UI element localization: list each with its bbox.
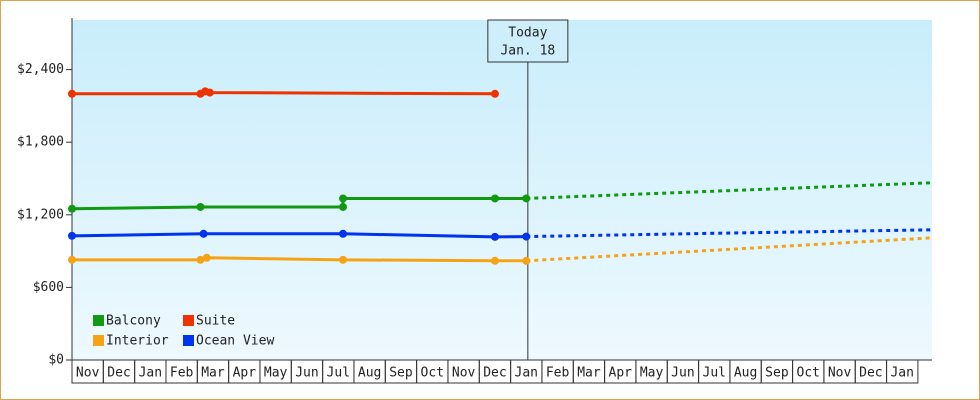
point bbox=[522, 256, 531, 265]
x-tick-label: Mar bbox=[577, 366, 601, 381]
x-tick-label: Dec bbox=[859, 366, 882, 381]
series-line bbox=[71, 196, 527, 211]
x-tick-label: Feb bbox=[546, 366, 570, 381]
x-tick-label: Mar bbox=[201, 366, 225, 381]
today-label: Today bbox=[508, 26, 547, 41]
y-tick-label: $1,200 bbox=[17, 207, 64, 222]
legend-label: Suite bbox=[196, 314, 235, 329]
x-tick-label: Feb bbox=[170, 366, 194, 381]
x-tick-label: Jul bbox=[327, 366, 350, 381]
point bbox=[490, 256, 499, 265]
y-tick-label: $0 bbox=[48, 353, 64, 368]
x-tick-label: Nov bbox=[828, 366, 852, 381]
today-box bbox=[487, 19, 569, 63]
x-tick-label: Aug bbox=[358, 366, 381, 381]
legend-label: Ocean View bbox=[196, 334, 274, 349]
point bbox=[196, 202, 205, 211]
point bbox=[68, 204, 76, 213]
legend-swatch bbox=[93, 335, 104, 346]
legend-swatch bbox=[183, 315, 194, 326]
x-tick-label: May bbox=[264, 366, 288, 381]
legend-label: Balcony bbox=[106, 314, 161, 329]
x-tick-label: Nov bbox=[452, 366, 476, 381]
x-tick-label: Dec bbox=[107, 366, 130, 381]
x-tick-label: Aug bbox=[734, 366, 757, 381]
x-tick-label: Oct bbox=[797, 366, 820, 381]
x-tick-label: Jun bbox=[671, 366, 694, 381]
x-tick-label: Nov bbox=[76, 366, 100, 381]
point bbox=[339, 202, 348, 211]
x-tick-label: Apr bbox=[233, 366, 257, 381]
today-date: Jan. 18 bbox=[500, 44, 555, 59]
forecast-line bbox=[526, 181, 933, 200]
point bbox=[490, 232, 499, 241]
point bbox=[199, 229, 208, 238]
point bbox=[339, 255, 348, 264]
series-line bbox=[72, 256, 527, 263]
point bbox=[522, 232, 531, 241]
x-tick-label: Jan bbox=[515, 366, 538, 381]
legend-label: Interior bbox=[106, 334, 169, 349]
y-tick-label: $600 bbox=[33, 280, 64, 295]
x-tick-label: Jan bbox=[890, 366, 913, 381]
legend-swatch bbox=[183, 335, 194, 346]
forecast-line bbox=[526, 236, 933, 263]
x-tick-cell bbox=[886, 359, 919, 384]
point bbox=[68, 89, 76, 98]
x-tick-label: Jul bbox=[703, 366, 726, 381]
point bbox=[522, 194, 531, 203]
x-tick-label: Apr bbox=[609, 366, 633, 381]
x-tick-label: Jan bbox=[139, 366, 162, 381]
point bbox=[490, 89, 499, 98]
y-tick-label: $1,800 bbox=[17, 135, 64, 150]
point bbox=[68, 231, 76, 240]
point bbox=[490, 194, 499, 203]
plot-area bbox=[72, 20, 932, 360]
x-tick-label: May bbox=[640, 366, 664, 381]
point bbox=[196, 255, 205, 264]
x-tick-label: Dec bbox=[483, 366, 506, 381]
x-tick-label: Sep bbox=[765, 366, 789, 381]
x-tick-label: Jun bbox=[295, 366, 318, 381]
forecast-line bbox=[526, 228, 933, 239]
y-tick-label: $2,400 bbox=[17, 62, 64, 77]
x-tick-label: Sep bbox=[389, 366, 413, 381]
x-tick-label: Oct bbox=[421, 366, 444, 381]
legend-swatch bbox=[93, 315, 104, 326]
point bbox=[339, 229, 348, 238]
point bbox=[68, 255, 76, 264]
point bbox=[339, 194, 348, 203]
point bbox=[205, 88, 214, 97]
point bbox=[202, 253, 211, 262]
